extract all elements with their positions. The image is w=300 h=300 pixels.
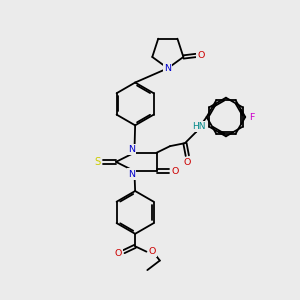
Text: O: O (197, 51, 205, 60)
Text: N: N (128, 169, 135, 178)
Text: O: O (184, 158, 191, 167)
Text: O: O (171, 167, 179, 176)
Text: O: O (114, 249, 122, 258)
Text: N: N (128, 145, 135, 154)
Text: HN: HN (192, 122, 205, 131)
Text: F: F (249, 112, 254, 122)
Text: N: N (164, 64, 171, 73)
Text: S: S (94, 157, 101, 167)
Text: O: O (149, 247, 156, 256)
